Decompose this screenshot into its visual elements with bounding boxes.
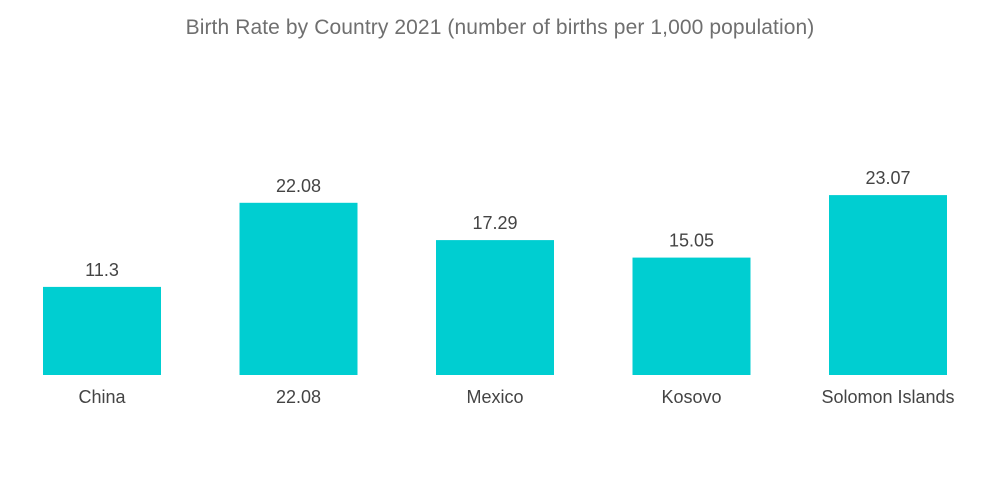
bars-layer [43,195,947,375]
bar-0 [43,286,161,375]
value-labels-layer: 11.3 22.08 17.29 15.05 23.07 [85,168,910,280]
bar-2 [436,240,554,375]
category-label-0: China [78,387,126,407]
value-label-2: 17.29 [472,213,517,233]
category-label-2: Mexico [466,387,523,407]
bar-3 [632,257,751,375]
value-label-1: 22.08 [276,176,321,196]
value-label-0: 11.3 [85,260,119,280]
chart-title: Birth Rate by Country 2021 (number of bi… [185,16,815,39]
bar-1 [239,202,358,375]
category-label-3: Kosovo [661,387,721,407]
category-label-4: Solomon Islands [821,387,954,407]
category-labels-layer: China 22.08 Mexico Kosovo Solomon Islands [78,387,954,407]
bar-4 [829,195,947,375]
category-label-1: 22.08 [276,387,321,407]
value-label-3: 15.05 [669,231,714,251]
value-label-4: 23.07 [865,168,910,188]
